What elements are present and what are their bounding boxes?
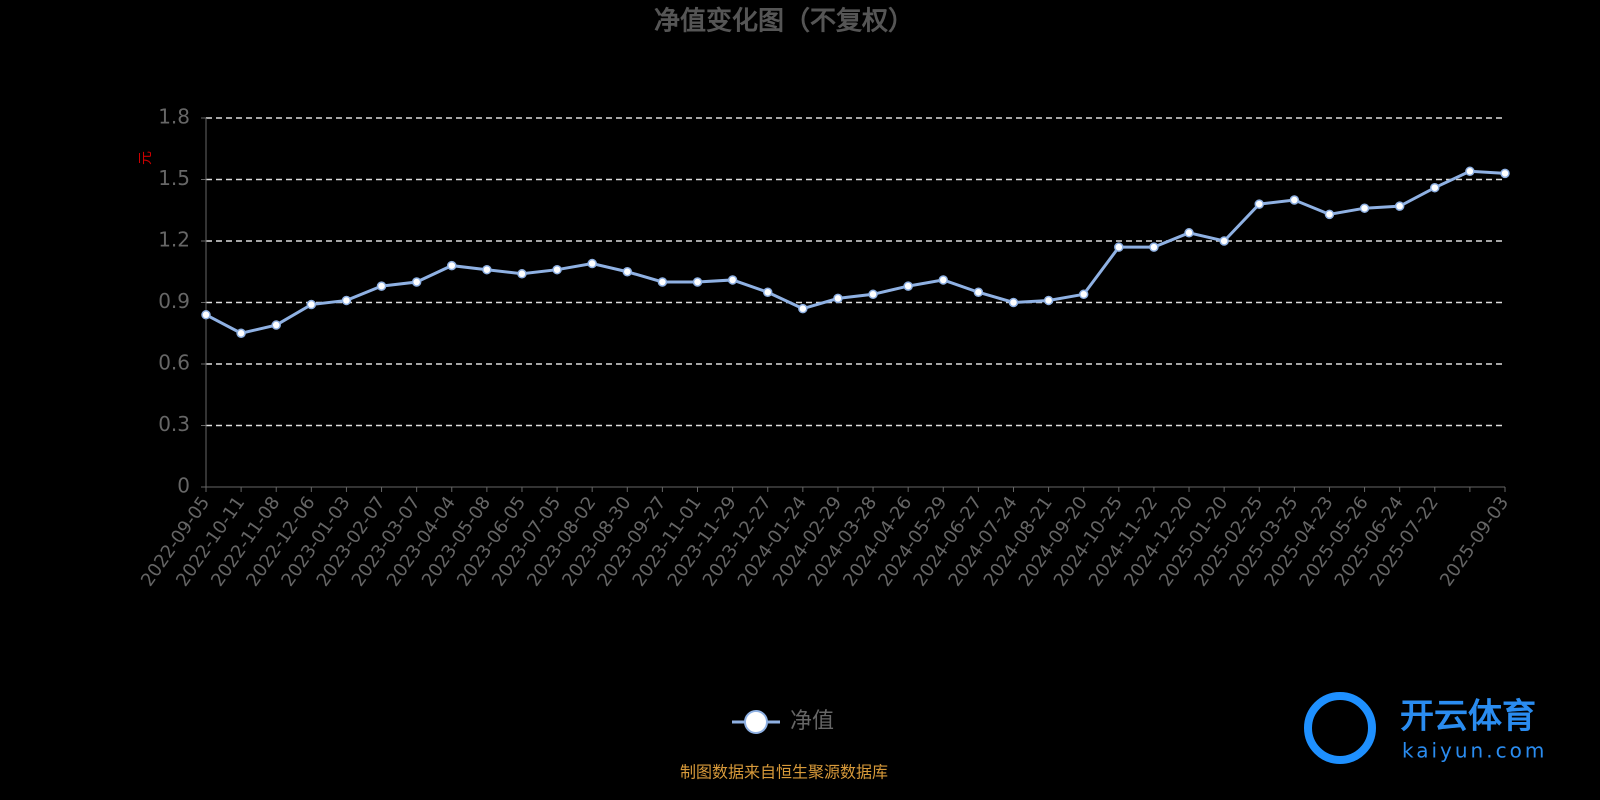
point [1043, 295, 1054, 306]
point [938, 275, 949, 285]
y-tick-label: 0.3 [158, 412, 190, 436]
point [1394, 201, 1405, 211]
point [236, 328, 246, 338]
x-tick-label: 2025-09-03 [1436, 493, 1513, 591]
point [447, 260, 457, 271]
point [482, 264, 492, 275]
y-tick-label: 1.2 [158, 228, 190, 252]
point [271, 320, 281, 330]
point [201, 310, 211, 320]
point [1184, 228, 1194, 238]
y-tick-label: 1.8 [158, 105, 190, 129]
point [552, 264, 562, 275]
watermark-brand: 开云体育 [1400, 697, 1536, 737]
point [1149, 242, 1159, 252]
point [1430, 182, 1440, 193]
point [411, 277, 422, 287]
point [973, 287, 984, 297]
point [657, 277, 668, 287]
point [1500, 168, 1510, 179]
point [1254, 199, 1264, 209]
point [1219, 236, 1229, 246]
y-tick-label: 0.9 [158, 289, 190, 313]
point [1008, 297, 1019, 308]
legend-label: 净值 [790, 709, 834, 734]
point [727, 275, 738, 285]
point [517, 269, 527, 279]
point [1289, 195, 1300, 205]
point [692, 277, 703, 287]
logo-icon [1304, 692, 1376, 764]
point [903, 281, 913, 291]
point [1359, 203, 1370, 213]
watermark-site: kaiyun.com [1402, 739, 1547, 763]
source-note: 制图数据来自恒生聚源数据库 [680, 763, 888, 782]
point [868, 289, 878, 300]
y-tick-label: 0.6 [158, 351, 190, 375]
point [798, 303, 808, 314]
y-tick-label: 1.5 [158, 166, 190, 190]
point [1465, 166, 1475, 177]
point [376, 281, 387, 291]
point [833, 293, 843, 304]
y-axis-label: 元 [138, 151, 154, 165]
point [1324, 209, 1335, 220]
point [1114, 242, 1124, 252]
watermark: 开云体育 kaiyun.com [1304, 692, 1547, 764]
point [587, 258, 597, 269]
legend-marker [744, 710, 768, 734]
point [306, 299, 317, 310]
point [1078, 289, 1089, 300]
point [622, 267, 633, 277]
point [341, 295, 352, 306]
point [762, 287, 773, 297]
chart-title: 净值变化图（不复权） [654, 6, 914, 37]
line [205, 169, 1506, 335]
y-tick-label: 0 [177, 474, 190, 498]
